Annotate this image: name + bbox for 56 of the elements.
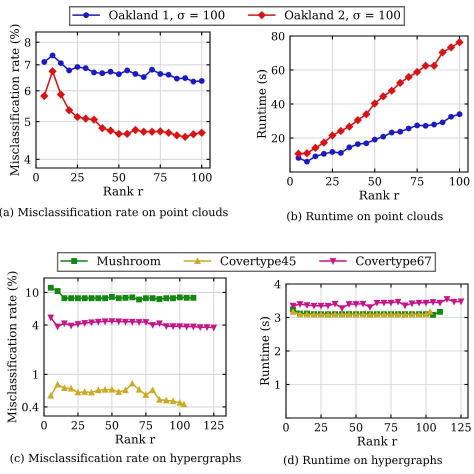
text: (a) Misclassification rate on point clouds bbox=[0, 208, 228, 218]
y-tick-label: 40 bbox=[271, 100, 284, 108]
legend-label: Oakland 1, σ = 100 bbox=[109, 10, 224, 21]
y-axis-title: Misclassification rate (%) bbox=[7, 272, 18, 423]
x-tick-label: 0 bbox=[41, 421, 47, 430]
x-tick-label: 75 bbox=[384, 423, 398, 432]
x-tick-label: 25 bbox=[326, 177, 339, 186]
y-tick-label: 0.4 bbox=[22, 402, 39, 412]
x-tick-label: 100 bbox=[450, 177, 470, 186]
x-axis-title: Rank r bbox=[115, 434, 156, 444]
x-tick-label: 0 bbox=[33, 173, 39, 182]
text: (b) Runtime on point clouds bbox=[287, 212, 443, 222]
y-tick-label: 4 bbox=[32, 320, 39, 330]
x-tick-label: 100 bbox=[192, 173, 212, 182]
x-tick-label: 25 bbox=[72, 421, 84, 430]
x-tick-label: 50 bbox=[368, 177, 382, 186]
x-tick-label: 125 bbox=[452, 423, 471, 432]
legend-label: Covertype67 bbox=[356, 256, 431, 268]
x-tick-label: 50 bbox=[112, 173, 126, 182]
legend-label: Oakland 2, σ = 100 bbox=[284, 10, 400, 21]
y-tick-label: 6 bbox=[24, 86, 30, 96]
y-tick-label: 2 bbox=[274, 346, 280, 356]
y-tick-label: 4 bbox=[24, 155, 31, 164]
x-tick-label: 0 bbox=[287, 177, 293, 186]
x-tick-label: 50 bbox=[106, 421, 118, 430]
y-tick-label: 4 bbox=[274, 280, 281, 288]
legend-label: Mushroom bbox=[97, 256, 161, 266]
x-tick-label: 75 bbox=[411, 177, 424, 186]
y-axis-title: Runtime (s) bbox=[256, 70, 268, 138]
y-tick-label: 10 bbox=[26, 288, 38, 297]
y-tick-label: 1 bbox=[275, 380, 280, 389]
y-tick-label: 80 bbox=[272, 32, 284, 40]
x-axis-title: Rank r bbox=[103, 186, 144, 196]
y-tick-label: 8 bbox=[24, 38, 30, 47]
x-tick-label: 125 bbox=[204, 421, 224, 430]
legend-label: Covertype45 bbox=[220, 256, 296, 268]
y-tick-label: 7 bbox=[25, 60, 30, 70]
x-axis-title: Rank r bbox=[357, 436, 398, 446]
text: (d) Runtime on hypergraphs bbox=[284, 456, 442, 466]
y-axis-title: Runtime (s) bbox=[260, 317, 271, 386]
y-axis-title: Misclassification rate (%) bbox=[10, 24, 21, 176]
y-tick-label: 20 bbox=[272, 134, 284, 142]
y-tick-label: 3 bbox=[274, 313, 280, 322]
x-tick-label: 25 bbox=[314, 423, 328, 432]
x-axis-title: Rank r bbox=[359, 190, 400, 200]
x-tick-label: 25 bbox=[71, 173, 84, 182]
x-tick-label: 100 bbox=[416, 423, 436, 432]
x-tick-label: 0 bbox=[283, 423, 289, 432]
x-tick-label: 100 bbox=[170, 421, 190, 430]
x-tick-label: 50 bbox=[350, 423, 362, 432]
x-tick-label: 75 bbox=[154, 173, 166, 182]
text: (c) Misclassification rate on hypergraphs bbox=[10, 454, 241, 464]
y-tick-label: 5 bbox=[25, 118, 30, 126]
x-tick-label: 75 bbox=[140, 421, 152, 430]
y-tick-label: 1 bbox=[33, 370, 38, 379]
y-tick-label: 60 bbox=[272, 66, 284, 74]
